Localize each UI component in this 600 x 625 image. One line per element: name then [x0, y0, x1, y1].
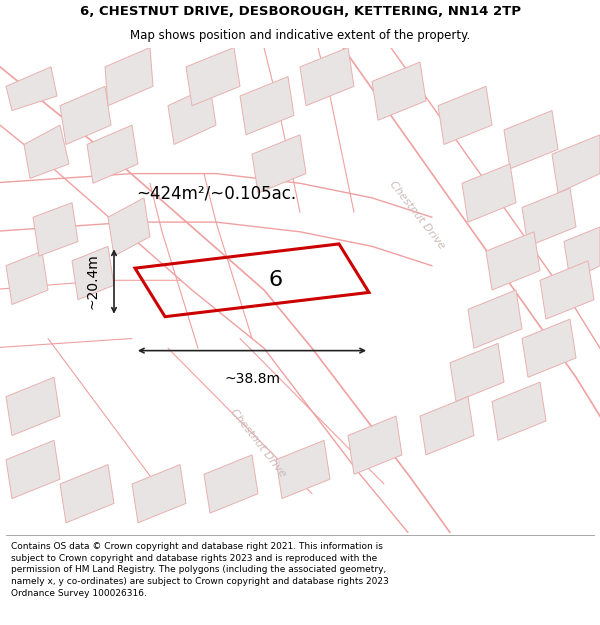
Polygon shape — [486, 232, 540, 290]
Polygon shape — [60, 86, 111, 144]
Polygon shape — [186, 48, 240, 106]
Polygon shape — [108, 198, 150, 256]
Polygon shape — [72, 246, 114, 300]
Text: Chestnut Drive: Chestnut Drive — [388, 179, 446, 251]
Text: 6: 6 — [269, 270, 283, 290]
Polygon shape — [6, 441, 60, 499]
Polygon shape — [105, 48, 153, 106]
Text: 6, CHESTNUT DRIVE, DESBOROUGH, KETTERING, NN14 2TP: 6, CHESTNUT DRIVE, DESBOROUGH, KETTERING… — [79, 6, 521, 18]
Polygon shape — [240, 77, 294, 135]
Polygon shape — [87, 125, 138, 183]
Polygon shape — [276, 441, 330, 499]
Polygon shape — [462, 164, 516, 222]
Text: ~20.4m: ~20.4m — [85, 254, 99, 309]
Polygon shape — [24, 125, 69, 179]
Polygon shape — [300, 48, 354, 106]
Polygon shape — [33, 202, 78, 256]
Polygon shape — [450, 343, 504, 401]
Polygon shape — [522, 319, 576, 378]
Polygon shape — [204, 455, 258, 513]
Polygon shape — [168, 86, 216, 144]
Text: Map shows position and indicative extent of the property.: Map shows position and indicative extent… — [130, 29, 470, 42]
Text: Chestnut Drive: Chestnut Drive — [229, 407, 287, 479]
Polygon shape — [372, 62, 426, 120]
Polygon shape — [420, 397, 474, 455]
Polygon shape — [348, 416, 402, 474]
Polygon shape — [540, 261, 594, 319]
Polygon shape — [552, 135, 600, 193]
Polygon shape — [132, 464, 186, 522]
Polygon shape — [6, 378, 60, 436]
Polygon shape — [6, 67, 57, 111]
Polygon shape — [468, 290, 522, 348]
Polygon shape — [492, 382, 546, 441]
Polygon shape — [564, 227, 600, 280]
Polygon shape — [60, 464, 114, 522]
Text: Contains OS data © Crown copyright and database right 2021. This information is
: Contains OS data © Crown copyright and d… — [11, 542, 389, 598]
Polygon shape — [522, 188, 576, 246]
Polygon shape — [438, 86, 492, 144]
Polygon shape — [504, 111, 558, 169]
Polygon shape — [6, 251, 48, 304]
Text: ~424m²/~0.105ac.: ~424m²/~0.105ac. — [136, 184, 296, 202]
Text: ~38.8m: ~38.8m — [224, 372, 280, 386]
Polygon shape — [252, 135, 306, 193]
